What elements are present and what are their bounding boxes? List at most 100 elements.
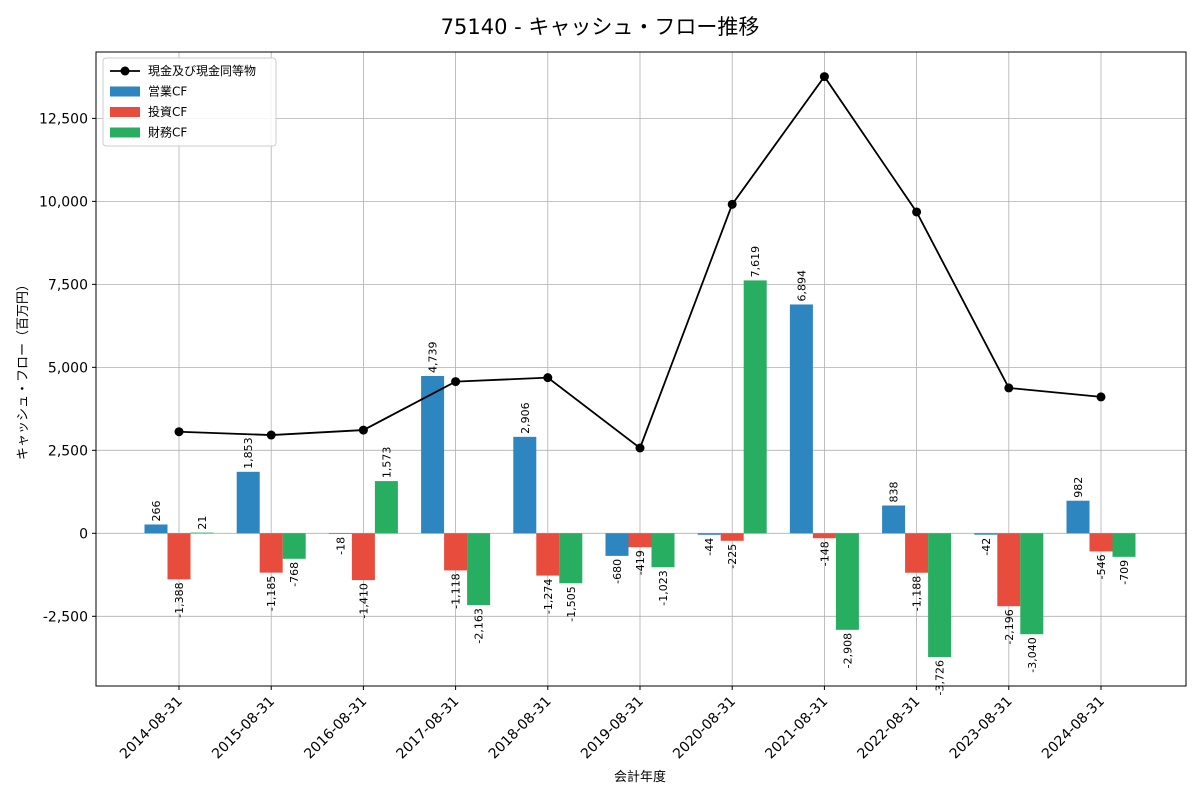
cash-point (358, 425, 368, 435)
data-label: -1,388 (173, 582, 186, 617)
data-label: -3,726 (934, 660, 947, 695)
data-label: -2,163 (473, 608, 486, 643)
y-tick-label: -2,500 (43, 609, 88, 625)
bar (812, 533, 836, 539)
bar (236, 471, 260, 534)
legend-label: 営業CF (148, 85, 187, 99)
x-tick-label: 2024-08-31 (1039, 694, 1108, 763)
legend-bar-swatch (110, 107, 140, 117)
x-tick-label: 2019-08-31 (578, 694, 647, 763)
legend-bar-swatch (110, 86, 140, 97)
x-tick-label: 2016-08-31 (301, 694, 370, 763)
bar (444, 533, 468, 571)
cash-point (451, 377, 461, 387)
bar (1112, 533, 1136, 557)
data-label: -2,196 (1003, 609, 1016, 644)
data-label: 982 (1072, 477, 1085, 498)
bar (628, 533, 652, 548)
cash-point (266, 430, 276, 440)
legend-bar-swatch (110, 127, 140, 138)
data-label: -1,185 (265, 576, 278, 611)
y-axis-label: キャッシュ・フロー（百万円） (16, 278, 31, 460)
chart-title: 75140 - キャッシュ・フロー推移 (441, 15, 760, 39)
grid (96, 52, 1186, 686)
x-tick-label: 2017-08-31 (394, 694, 463, 763)
data-label: 838 (888, 481, 901, 502)
data-label: -42 (980, 538, 993, 556)
x-tick-label: 2014-08-31 (117, 694, 186, 763)
data-label: 2,906 (519, 402, 532, 434)
bar (835, 533, 859, 630)
bar (743, 280, 767, 534)
bar (536, 533, 560, 576)
cash-point (1096, 392, 1106, 402)
data-label: -680 (611, 559, 624, 584)
bar (605, 533, 629, 556)
plot-frame (95, 51, 1187, 687)
x-axis-label: 会計年度 (614, 769, 666, 785)
bar (259, 533, 283, 573)
legend-marker (120, 66, 130, 76)
data-label: -1,505 (565, 586, 578, 621)
bar (905, 533, 929, 573)
bar (328, 533, 352, 534)
legend-label: 現金及び現金同等物 (148, 63, 256, 78)
data-label: -709 (1118, 560, 1131, 585)
data-label: -148 (818, 541, 831, 566)
data-label: 266 (150, 500, 163, 521)
bar (421, 376, 445, 534)
bar (974, 533, 998, 535)
cash-line (174, 72, 1106, 453)
bar (720, 533, 744, 541)
data-label: 21 (196, 516, 209, 530)
data-label: 1,573 (380, 447, 393, 479)
y-tick-label: 10,000 (39, 194, 88, 210)
bar (467, 533, 491, 606)
x-tick-label: 2022-08-31 (855, 694, 924, 763)
bar (651, 533, 675, 568)
y-tick-label: 7,500 (48, 277, 88, 293)
cash-point (1004, 383, 1014, 393)
bar (559, 533, 583, 584)
data-label: -546 (1095, 554, 1108, 579)
data-label: 1,853 (242, 437, 255, 469)
data-label: -2,908 (841, 633, 854, 668)
legend-label: 投資CF (148, 104, 187, 119)
bar (1066, 500, 1090, 534)
data-label: -3,040 (1026, 637, 1039, 672)
bar (997, 533, 1021, 607)
data-label: -1,023 (657, 570, 670, 605)
data-label: 6,894 (795, 270, 808, 302)
cash-point (912, 207, 922, 217)
data-labels: 266 1,853 -18 4,739 2,906 -680 -44 6,894 838 -42 9… (150, 246, 1131, 696)
cash-point (727, 199, 737, 209)
cash-point (635, 443, 645, 453)
data-label: 7,619 (749, 246, 762, 278)
bar (1020, 533, 1044, 635)
y-tick-label: 12,500 (39, 111, 88, 127)
x-tick-label: 2023-08-31 (947, 694, 1016, 763)
legend-label: 財務CF (148, 125, 187, 140)
data-label: -18 (334, 537, 347, 555)
bar (882, 505, 906, 534)
bar (513, 436, 537, 534)
data-label: -768 (288, 562, 301, 587)
bars (144, 280, 1136, 657)
x-tick-label: 2020-08-31 (670, 694, 739, 763)
cash-point (819, 72, 829, 82)
bar (928, 533, 952, 657)
data-label: -1,410 (357, 583, 370, 618)
bar (282, 533, 306, 559)
cash-point (543, 373, 553, 383)
bar (167, 533, 191, 580)
y-tick-label: 0 (79, 526, 88, 542)
data-label: -44 (703, 538, 716, 556)
y-tick-label: 5,000 (48, 360, 88, 376)
data-label: -1,118 (450, 573, 463, 608)
x-tick-label: 2018-08-31 (486, 694, 555, 763)
cash-point (174, 427, 184, 437)
bar (190, 532, 214, 534)
data-label: -1,274 (542, 579, 555, 614)
